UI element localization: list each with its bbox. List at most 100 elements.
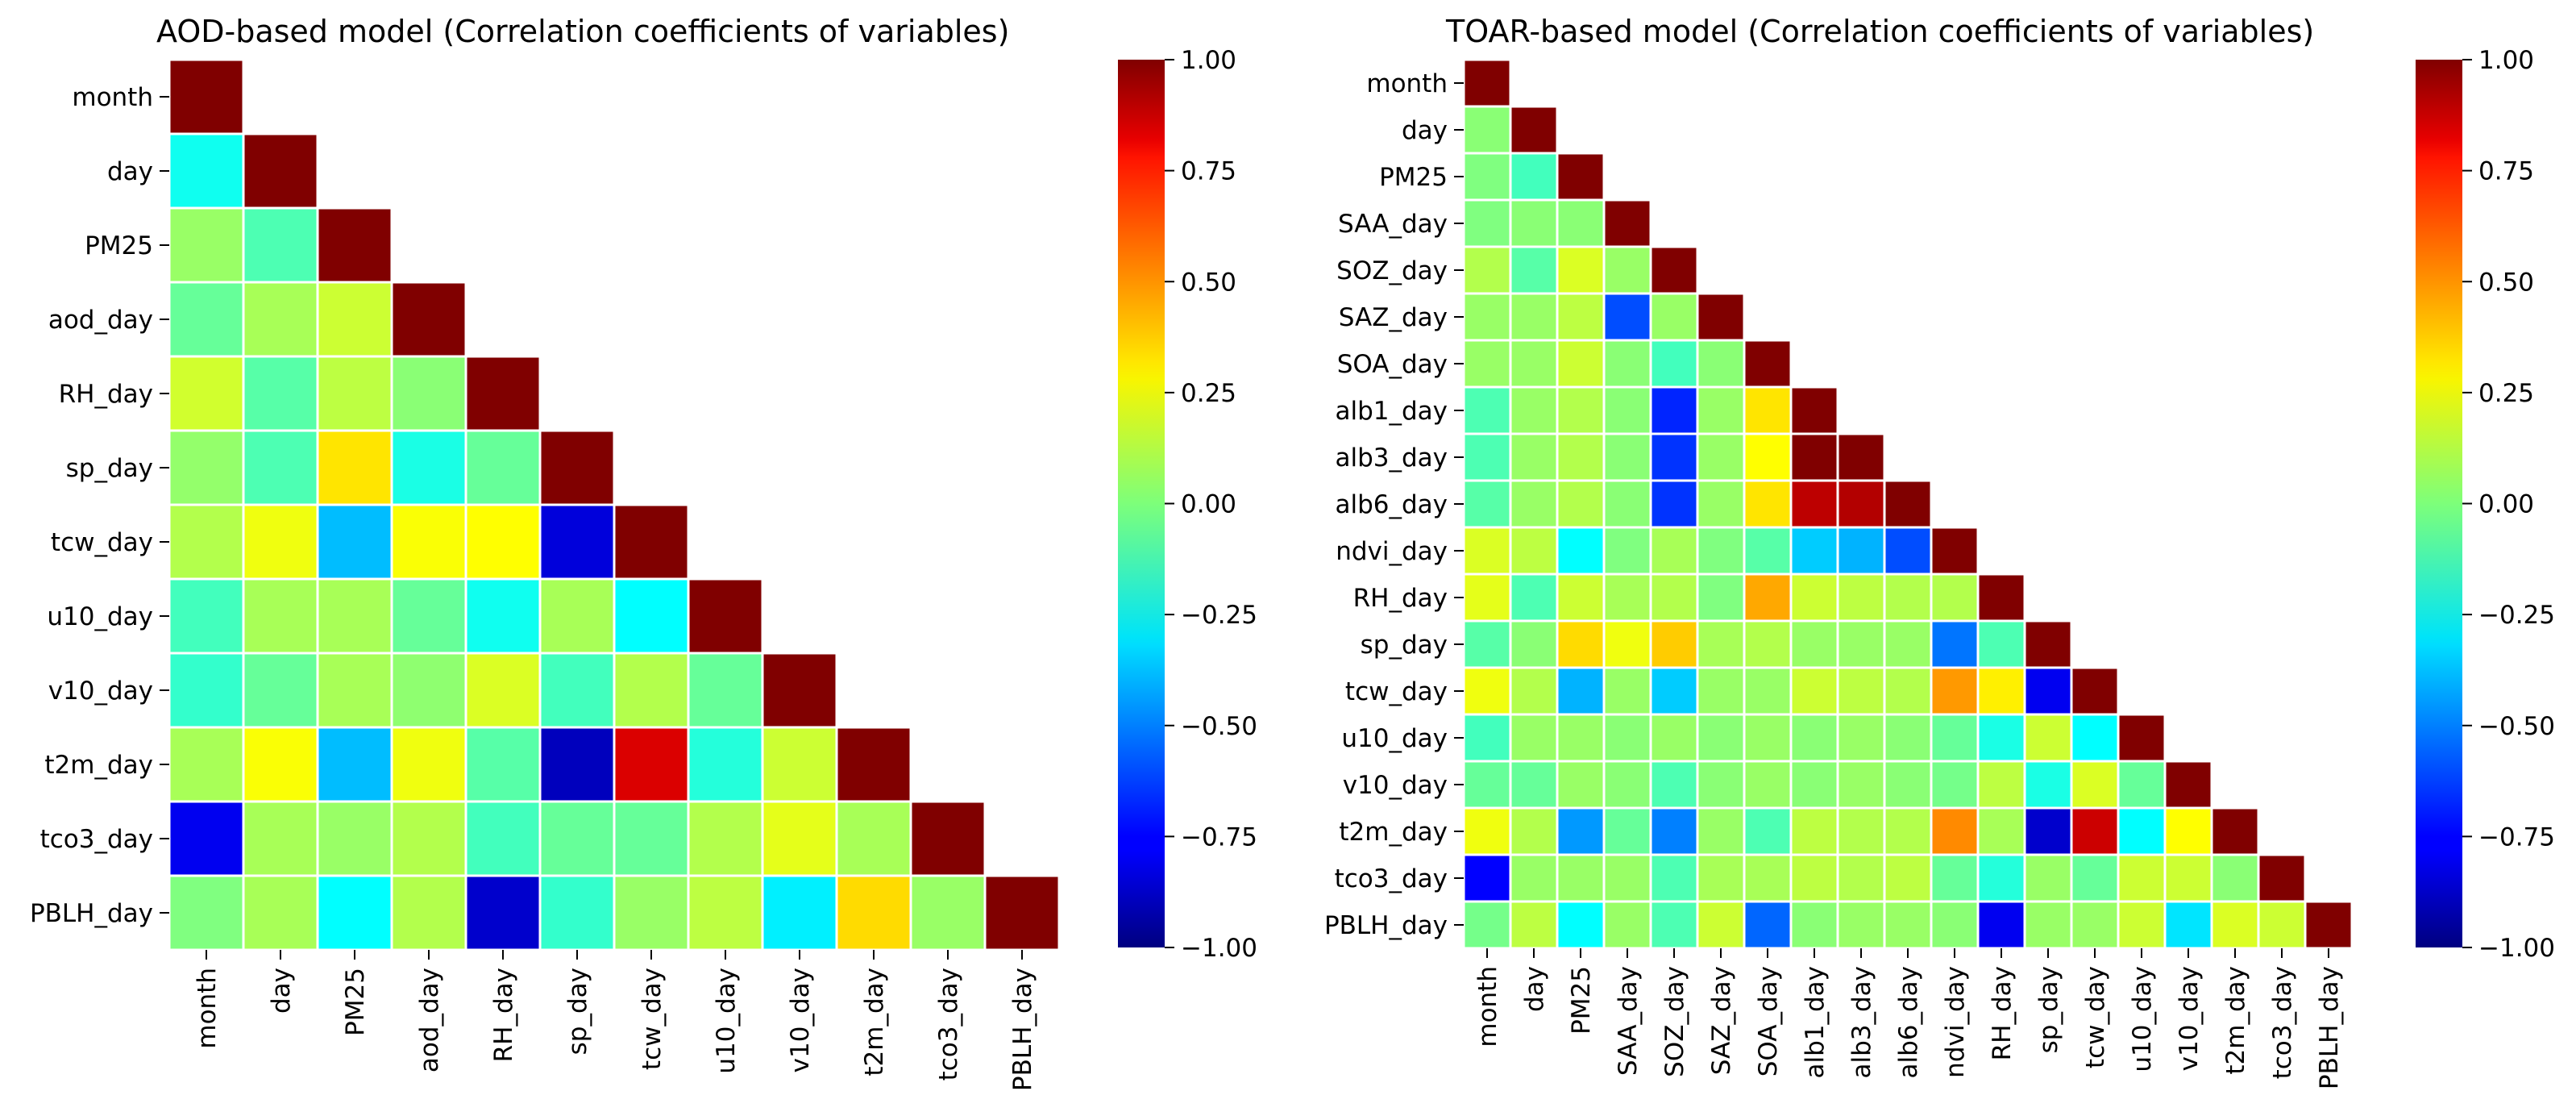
- colorbar-tick-label: −0.75: [2478, 822, 2555, 852]
- heatmap-cell: [2210, 900, 2260, 950]
- heatmap-cell: [1556, 806, 1606, 856]
- y-tick-label: PM25: [85, 231, 153, 260]
- heatmap-cell: [1509, 853, 1559, 903]
- heatmap-cell: [1976, 619, 2026, 669]
- heatmap-cell: [909, 800, 987, 877]
- heatmap-cell: [168, 503, 245, 581]
- heatmap-cell: [1743, 853, 1793, 903]
- heatmap-cell: [1556, 713, 1606, 763]
- heatmap-cell: [390, 429, 467, 506]
- heatmap-cell: [1930, 900, 1980, 950]
- heatmap-cell: [242, 874, 319, 952]
- heatmap-cell: [242, 800, 319, 877]
- heatmap-cell: [1556, 666, 1606, 716]
- y-tick-label: sp_day: [66, 454, 153, 483]
- y-tick-label: month: [1366, 69, 1448, 98]
- x-tick-label: SOA_day: [1754, 966, 1783, 1076]
- heatmap-cell: [464, 577, 542, 655]
- heatmap-cell: [1696, 713, 1746, 763]
- heatmap-cell: [1836, 526, 1886, 576]
- colorbar-tick-label: −0.50: [1181, 712, 1257, 741]
- heatmap-cell: [316, 652, 393, 729]
- heatmap-cell: [1696, 339, 1746, 389]
- heatmap-cell: [1976, 713, 2026, 763]
- heatmap-cell: [1509, 198, 1559, 248]
- heatmap-cell: [1462, 58, 1512, 108]
- heatmap-cell: [1789, 573, 1839, 623]
- x-tick-label: aod_day: [415, 968, 444, 1072]
- y-tick-label: tcw_day: [1345, 677, 1448, 706]
- heatmap-cell: [1789, 900, 1839, 950]
- heatmap-cell: [1930, 666, 1980, 716]
- heatmap-cell: [2117, 713, 2167, 763]
- heatmap-cell: [1883, 853, 1933, 903]
- heatmap-cell: [1509, 713, 1559, 763]
- heatmap-cell: [1509, 339, 1559, 389]
- heatmap-cell: [1649, 385, 1699, 435]
- toar-chart-title: TOAR-based model (Correlation coefficien…: [1445, 14, 2314, 49]
- heatmap-cell: [464, 503, 542, 581]
- x-tick-label: PM25: [341, 968, 370, 1036]
- heatmap-cell: [1789, 806, 1839, 856]
- heatmap-cell: [316, 874, 393, 952]
- heatmap-cell: [2070, 806, 2120, 856]
- heatmap-cell: [1836, 619, 1886, 669]
- x-tick-label: tcw_day: [638, 968, 667, 1070]
- x-tick-label: sp_day: [563, 968, 592, 1055]
- heatmap-cell: [1509, 105, 1559, 155]
- heatmap-cell: [1556, 760, 1606, 810]
- heatmap-cell: [2023, 713, 2073, 763]
- heatmap-cell: [1556, 198, 1606, 248]
- heatmap-cell: [242, 281, 319, 358]
- heatmap-cell: [1602, 666, 1652, 716]
- heatmap-cell: [1789, 666, 1839, 716]
- heatmap-cell: [1649, 666, 1699, 716]
- heatmap-cell: [1602, 853, 1652, 903]
- heatmap-cell: [1509, 432, 1559, 482]
- heatmap-cell: [1649, 479, 1699, 529]
- heatmap-cell: [316, 726, 393, 803]
- heatmap-cell: [909, 874, 987, 952]
- heatmap-cell: [1883, 806, 1933, 856]
- heatmap-cell: [390, 281, 467, 358]
- heatmap-cell: [242, 577, 319, 655]
- heatmap-cell: [464, 726, 542, 803]
- heatmap-cell: [2117, 760, 2167, 810]
- heatmap-cell: [1836, 713, 1886, 763]
- heatmap-cell: [1930, 713, 1980, 763]
- x-tick-label: day: [267, 968, 296, 1014]
- heatmap-cell: [1462, 806, 1512, 856]
- heatmap-cell: [316, 281, 393, 358]
- heatmap-cell: [613, 726, 690, 803]
- heatmap-cell: [1743, 713, 1793, 763]
- heatmap-cell: [2163, 853, 2213, 903]
- y-tick-label: alb3_day: [1335, 443, 1448, 473]
- heatmap-cell: [835, 874, 912, 952]
- x-tick-label: RH_day: [489, 968, 518, 1062]
- x-tick-label: v10_day: [786, 968, 815, 1072]
- heatmap-cell: [168, 726, 245, 803]
- heatmap-cell: [687, 800, 764, 877]
- heatmap-cell: [1743, 619, 1793, 669]
- heatmap-cell: [390, 503, 467, 581]
- y-tick-label: SOA_day: [1337, 350, 1448, 379]
- toar-y-tick-labels: month day PM25 SAA_day SOZ_day SAZ_day SOA_day…: [1324, 69, 1464, 940]
- heatmap-cell: [1930, 853, 1980, 903]
- heatmap-cell: [538, 652, 616, 729]
- heatmap-cell: [1883, 479, 1933, 529]
- colorbar-tick-label: 0.00: [2478, 490, 2534, 519]
- heatmap-cell: [1509, 900, 1559, 950]
- heatmap-cell: [1509, 385, 1559, 435]
- heatmap-cell: [1462, 385, 1512, 435]
- heatmap-cell: [1462, 666, 1512, 716]
- heatmap-cell: [2210, 853, 2260, 903]
- y-tick-label: SAZ_day: [1339, 303, 1448, 332]
- heatmap-cell: [538, 874, 616, 952]
- colorbar-tick-label: −0.50: [2478, 712, 2555, 741]
- heatmap-cell: [538, 429, 616, 506]
- heatmap-cell: [168, 652, 245, 729]
- heatmap-cell: [835, 726, 912, 803]
- heatmap-cell: [1556, 339, 1606, 389]
- heatmap-cell: [390, 800, 467, 877]
- heatmap-cell: [1696, 806, 1746, 856]
